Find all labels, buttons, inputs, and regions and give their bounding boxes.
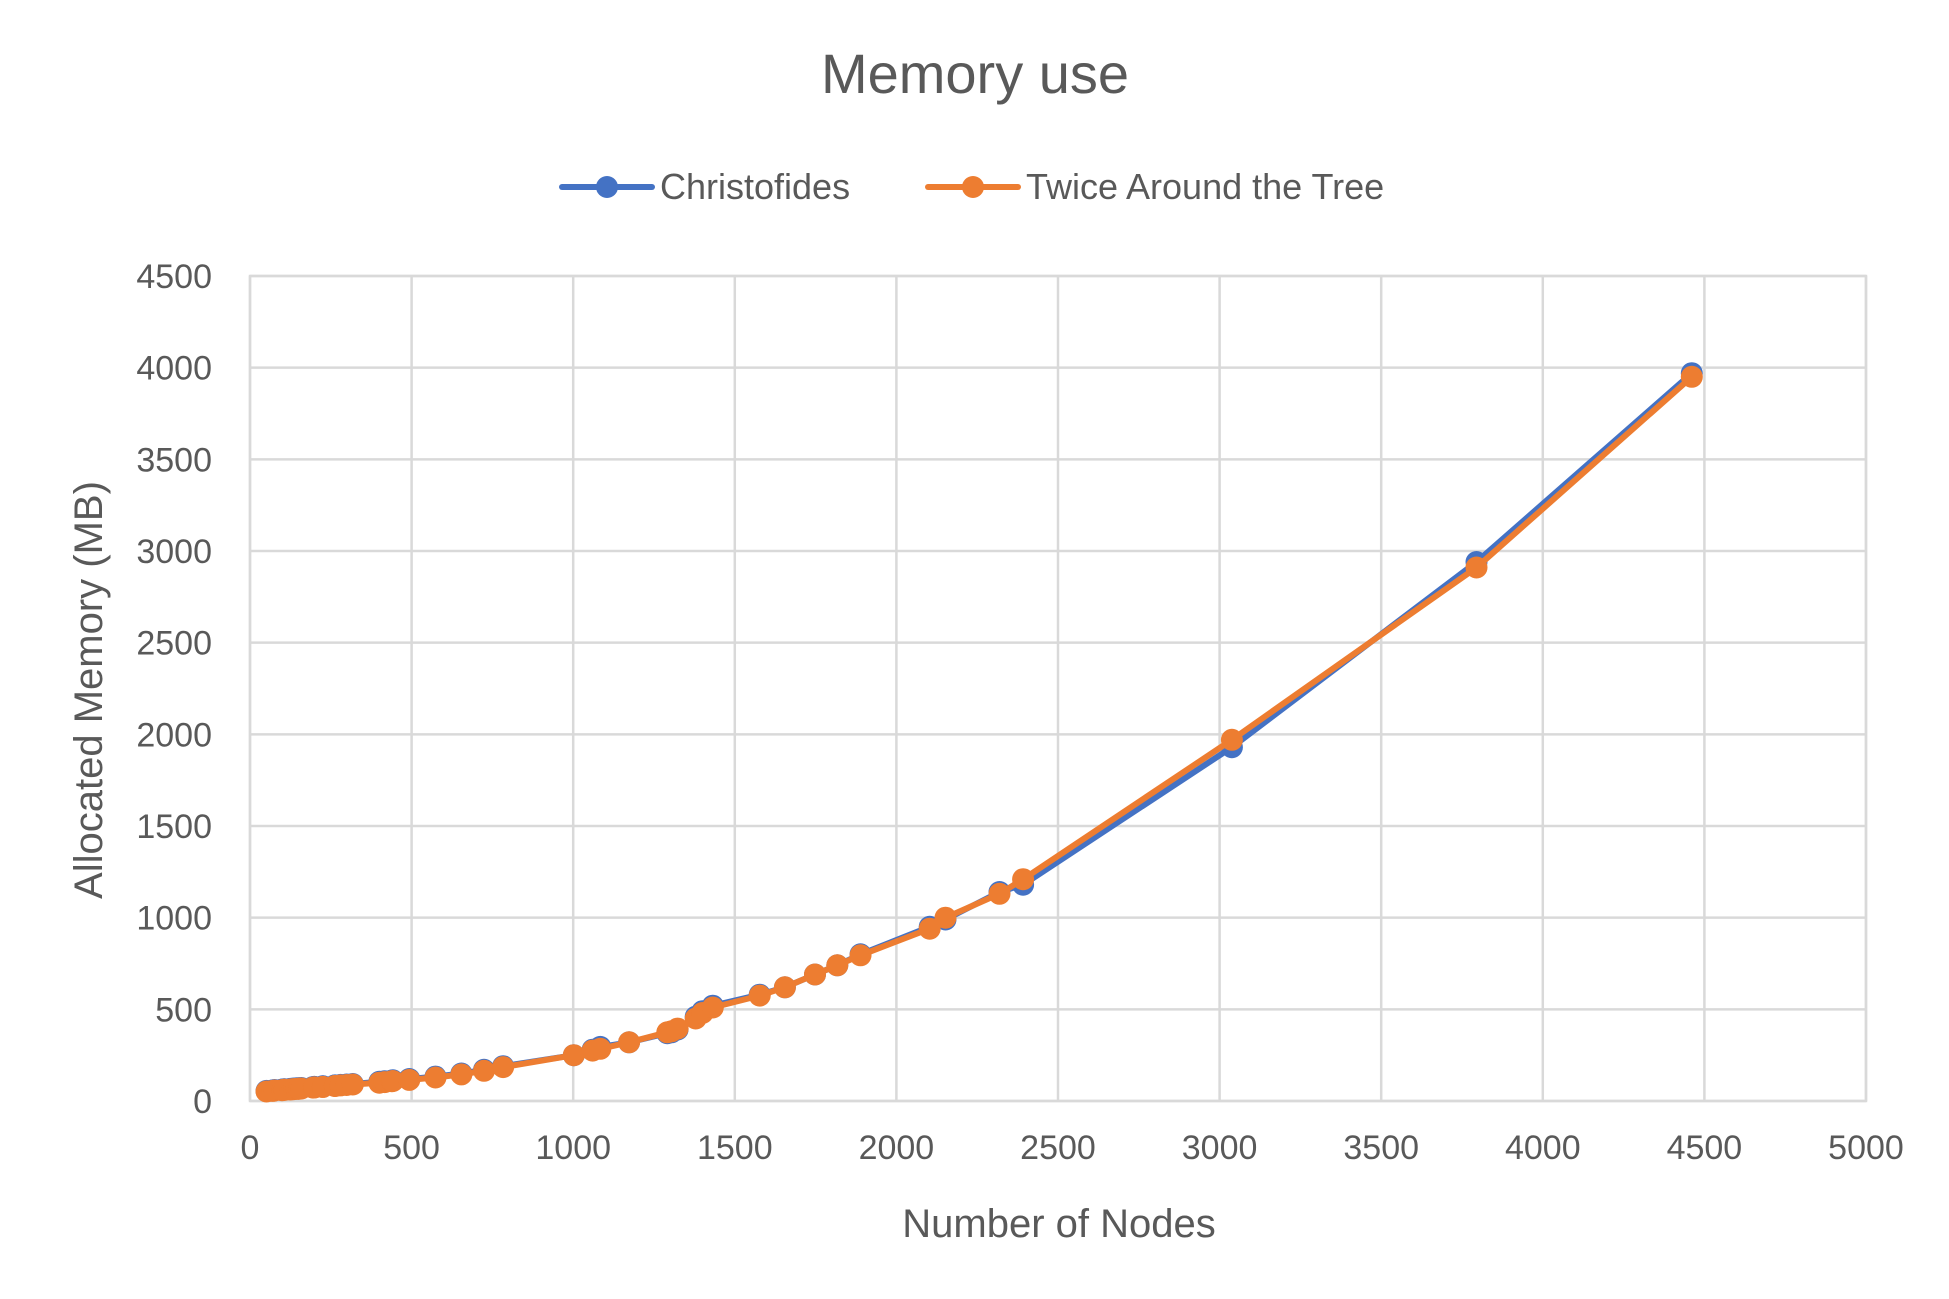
- x-tick-label: 1000: [535, 1129, 611, 1167]
- y-tick-label: 2000: [136, 716, 212, 754]
- data-point-twice-around-the-tree: [934, 906, 957, 929]
- y-tick-label: 3000: [136, 533, 212, 571]
- x-axis-tick-labels: 0 500 1000 1500 2000 2500 3000 3500 4000 4500 5000: [241, 1129, 1904, 1167]
- y-tick-label: 4500: [136, 258, 212, 296]
- legend-marker-christofides: [596, 176, 618, 198]
- data-point-twice-around-the-tree: [492, 1056, 515, 1079]
- series-layer: [255, 362, 1703, 1103]
- data-point-twice-around-the-tree: [1680, 365, 1703, 388]
- y-tick-label: 4000: [136, 350, 212, 388]
- y-tick-label: 1000: [136, 900, 212, 938]
- data-point-twice-around-the-tree: [701, 996, 724, 1019]
- legend-marker-twice-around-the-tree: [962, 176, 984, 198]
- x-tick-label: 4000: [1505, 1129, 1581, 1167]
- series-christofides: [255, 362, 1703, 1102]
- data-point-twice-around-the-tree: [748, 984, 771, 1007]
- x-tick-label: 0: [241, 1129, 260, 1167]
- y-tick-label: 3500: [136, 441, 212, 479]
- data-point-twice-around-the-tree: [341, 1073, 364, 1096]
- data-point-twice-around-the-tree: [562, 1044, 585, 1067]
- y-tick-label: 0: [193, 1083, 212, 1121]
- legend-label-twice-around-the-tree: Twice Around the Tree: [1026, 166, 1384, 207]
- data-point-twice-around-the-tree: [1012, 868, 1035, 891]
- y-tick-label: 2500: [136, 625, 212, 663]
- x-tick-label: 5000: [1828, 1129, 1904, 1167]
- x-axis-title: Number of Nodes: [902, 1202, 1215, 1246]
- y-tick-label: 1500: [136, 808, 212, 846]
- data-point-twice-around-the-tree: [773, 976, 796, 999]
- data-point-twice-around-the-tree: [398, 1068, 421, 1091]
- data-point-twice-around-the-tree: [849, 944, 872, 967]
- data-point-twice-around-the-tree: [804, 963, 826, 986]
- data-point-twice-around-the-tree: [988, 882, 1011, 905]
- grid-lines: [248, 274, 1868, 1103]
- x-tick-label: 4500: [1667, 1129, 1743, 1167]
- x-tick-label: 1500: [697, 1129, 773, 1167]
- x-tick-label: 2500: [1020, 1129, 1096, 1167]
- data-point-twice-around-the-tree: [918, 917, 941, 940]
- series-line-christofides: [263, 370, 1695, 1094]
- legend: Christofides Twice Around the Tree: [559, 166, 1384, 207]
- y-tick-label: 500: [155, 991, 212, 1029]
- x-tick-label: 500: [383, 1129, 440, 1167]
- y-axis-tick-labels: 0 500 1000 1500 2000 2500 3000 3500 4000 4500: [136, 258, 212, 1121]
- data-point-twice-around-the-tree: [1465, 556, 1488, 579]
- y-axis-title: Allocated Memory (MB): [67, 481, 111, 899]
- plot-area-frame: [248, 274, 1868, 1103]
- legend-entry-christofides: Christofides: [559, 166, 850, 207]
- data-point-twice-around-the-tree: [826, 954, 849, 977]
- legend-label-christofides: Christofides: [660, 166, 850, 207]
- legend-entry-twice-around-the-tree: Twice Around the Tree: [925, 166, 1384, 207]
- x-tick-label: 3000: [1182, 1129, 1258, 1167]
- data-point-twice-around-the-tree: [473, 1059, 495, 1082]
- x-tick-label: 3500: [1343, 1129, 1419, 1167]
- data-point-twice-around-the-tree: [381, 1070, 404, 1092]
- x-tick-label: 2000: [859, 1129, 935, 1167]
- data-point-twice-around-the-tree: [589, 1037, 612, 1060]
- data-point-twice-around-the-tree: [666, 1017, 689, 1040]
- data-point-twice-around-the-tree: [618, 1031, 641, 1054]
- data-point-twice-around-the-tree: [450, 1063, 473, 1086]
- data-point-twice-around-the-tree: [424, 1066, 447, 1089]
- series-twice-around-the-tree: [255, 365, 1703, 1103]
- data-point-twice-around-the-tree: [1220, 728, 1243, 751]
- chart-title: Memory use: [821, 42, 1129, 105]
